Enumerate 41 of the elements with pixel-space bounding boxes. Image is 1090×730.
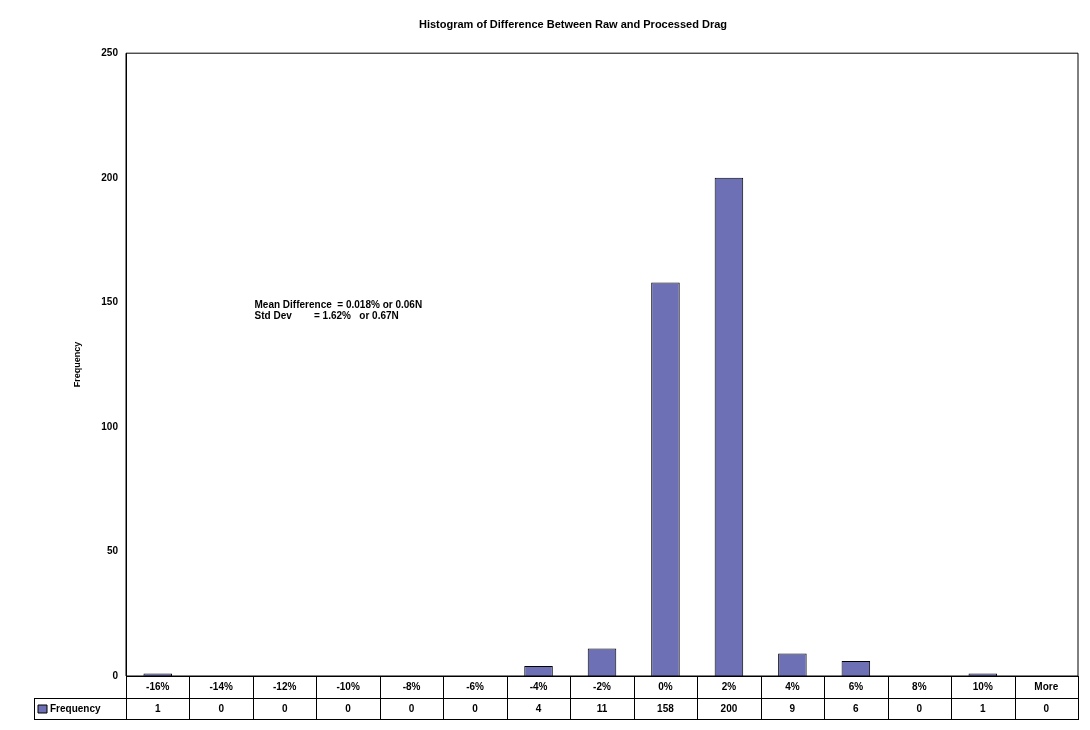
data-label: 6 — [853, 702, 860, 714]
x-tick-label: 8% — [912, 680, 927, 692]
data-label: 9 — [789, 702, 796, 714]
y-tick-label: 200 — [101, 171, 119, 183]
y-tick-label: 150 — [101, 296, 119, 308]
data-label: 11 — [596, 702, 608, 714]
y-tick-label: 100 — [101, 420, 119, 432]
x-tick-label: 6% — [848, 680, 864, 692]
x-tick-label: 10% — [972, 680, 993, 692]
data-label: 1 — [154, 702, 161, 714]
y-tick-label: 0 — [112, 669, 119, 681]
x-tick-label: -2% — [593, 680, 611, 692]
x-tick-label: -12% — [272, 680, 297, 692]
data-label: 0 — [916, 702, 923, 714]
x-tick-label: -10% — [336, 680, 360, 692]
data-label: 0 — [281, 702, 288, 714]
x-tick-label: -4% — [529, 680, 548, 692]
data-label: 0 — [345, 702, 352, 714]
x-tick-label: 0% — [658, 680, 673, 692]
x-tick-label: 4% — [785, 680, 800, 692]
x-tick-label: More — [1034, 680, 1059, 692]
y-axis-title: Frequency — [71, 341, 82, 388]
annotation: Std Dev = 1.62% or 0.67N — [254, 310, 399, 322]
x-tick-label: -14% — [209, 680, 233, 692]
x-tick-label: 2% — [721, 680, 737, 692]
data-label: 0 — [218, 702, 225, 714]
y-tick-label: 250 — [101, 46, 119, 58]
data-label: 1 — [980, 702, 987, 714]
annotation: Mean Difference = 0.018% or 0.06N — [254, 299, 423, 311]
data-label: 0 — [408, 702, 415, 714]
y-tick-label: 50 — [106, 545, 119, 557]
data-label: 158 — [657, 702, 675, 714]
data-label: 0 — [472, 702, 479, 714]
x-tick-label: -8% — [402, 680, 421, 692]
legend-label: Frequency — [50, 702, 102, 714]
data-label: 0 — [1043, 702, 1050, 714]
data-label: 200 — [720, 702, 738, 714]
x-tick-label: -6% — [466, 680, 485, 692]
chart-title: Histogram of Difference Between Raw and Processed Drag — [418, 17, 728, 30]
data-label: 4 — [535, 702, 542, 714]
x-tick-label: -16% — [146, 680, 170, 692]
